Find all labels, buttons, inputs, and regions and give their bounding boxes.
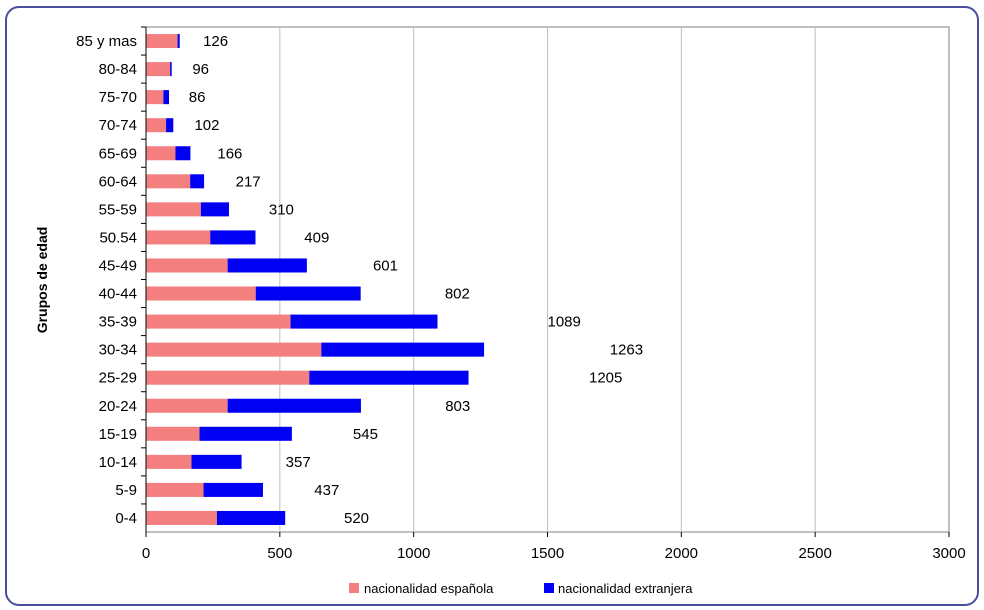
bar-spanish <box>146 174 191 189</box>
bar-spanish <box>146 202 201 217</box>
y-tick-label: 25-29 <box>99 370 137 387</box>
bar-foreign <box>216 510 286 525</box>
total-label: 86 <box>189 89 206 106</box>
bar-spanish <box>146 510 217 525</box>
total-label: 1089 <box>547 314 580 331</box>
x-tick-label: 1000 <box>397 545 430 562</box>
total-label: 1263 <box>610 342 643 359</box>
y-tick-label: 30-34 <box>99 342 137 359</box>
bar-spanish <box>146 118 167 133</box>
legend-swatch-spanish <box>349 583 359 593</box>
bar-foreign <box>290 314 438 329</box>
total-label: 520 <box>344 510 369 527</box>
total-label: 126 <box>203 33 228 50</box>
y-tick-label: 15-19 <box>99 426 137 443</box>
total-label: 102 <box>194 117 219 134</box>
y-tick-label: 85 y mas <box>76 33 137 50</box>
y-tick-label: 75-70 <box>99 89 137 106</box>
data-labels: 126 96 86 102 166 217 310 409 601 802 1089 1263 1205… <box>189 33 643 527</box>
total-label: 1205 <box>589 370 622 387</box>
bar-spanish <box>146 482 204 497</box>
legend-swatch-foreign <box>544 583 554 593</box>
bar-foreign <box>175 146 191 161</box>
total-label: 96 <box>192 61 209 78</box>
bar-spanish <box>146 314 291 329</box>
y-tick-label: 65-69 <box>99 145 137 162</box>
bar-foreign <box>227 398 361 413</box>
y-tick-label: 0-4 <box>115 510 137 527</box>
bar-spanish <box>146 34 178 49</box>
bar-foreign <box>190 174 205 189</box>
total-label: 601 <box>373 257 398 274</box>
y-tick-label: 35-39 <box>99 314 137 331</box>
bar-foreign <box>321 342 485 357</box>
y-tick-label: 20-24 <box>99 398 137 415</box>
bar-foreign <box>210 230 256 245</box>
x-tick-label: 3000 <box>932 545 965 562</box>
bar-spanish <box>146 398 228 413</box>
bar-spanish <box>146 426 200 441</box>
x-tick-label: 1500 <box>531 545 564 562</box>
x-tick-label: 500 <box>267 545 292 562</box>
total-label: 437 <box>314 482 339 499</box>
bar-spanish <box>146 258 228 273</box>
legend-label-spanish: nacionalidad española <box>364 581 494 596</box>
total-label: 545 <box>353 426 378 443</box>
bars <box>146 34 485 525</box>
y-tick-label: 50.54 <box>99 229 137 246</box>
total-label: 802 <box>445 286 470 303</box>
bar-spanish <box>146 230 211 245</box>
y-tick-label: 60-64 <box>99 173 137 190</box>
y-tick-label: 5-9 <box>115 482 137 499</box>
total-label: 217 <box>236 173 261 190</box>
bar-spanish <box>146 62 171 77</box>
bar-foreign <box>203 482 263 497</box>
legend: nacionalidad española nacionalidad extra… <box>349 581 693 596</box>
bar-foreign <box>309 370 469 385</box>
bar-spanish <box>146 90 164 105</box>
bar-spanish <box>146 286 256 301</box>
total-label: 310 <box>269 201 294 218</box>
chart-title <box>0 0 984 8</box>
bar-foreign <box>191 454 242 469</box>
axes: 0 500 1000 1500 2000 2500 3000 85 y mas 80-84 75-… <box>76 26 966 562</box>
bar-foreign <box>177 34 180 49</box>
bar-spanish <box>146 342 322 357</box>
x-tick-label: 2500 <box>798 545 831 562</box>
total-label: 166 <box>217 145 242 162</box>
bar-foreign <box>200 202 229 217</box>
bar-spanish <box>146 370 310 385</box>
y-tick-label: 45-49 <box>99 257 137 274</box>
bar-foreign <box>163 90 170 105</box>
y-tick-label: 10-14 <box>99 454 137 471</box>
bar-spanish <box>146 146 176 161</box>
x-tick-label: 0 <box>142 545 150 562</box>
bar-foreign <box>227 258 307 273</box>
total-label: 803 <box>445 398 470 415</box>
y-tick-label: 80-84 <box>99 61 137 78</box>
bar-foreign <box>255 286 361 301</box>
bar-foreign <box>199 426 292 441</box>
bar-foreign <box>170 62 172 77</box>
total-label: 409 <box>304 229 329 246</box>
total-label: 357 <box>286 454 311 471</box>
legend-label-foreign: nacionalidad extranjera <box>558 581 693 596</box>
bar-spanish <box>146 454 192 469</box>
y-tick-label: 55-59 <box>99 201 137 218</box>
chart-frame <box>5 6 979 606</box>
bar-foreign <box>166 118 174 133</box>
grid-lines <box>145 26 950 533</box>
y-axis-title: Grupos de edad <box>34 227 50 334</box>
y-tick-label: 70-74 <box>99 117 137 134</box>
x-tick-label: 2000 <box>665 545 698 562</box>
y-tick-label: 40-44 <box>99 286 137 303</box>
